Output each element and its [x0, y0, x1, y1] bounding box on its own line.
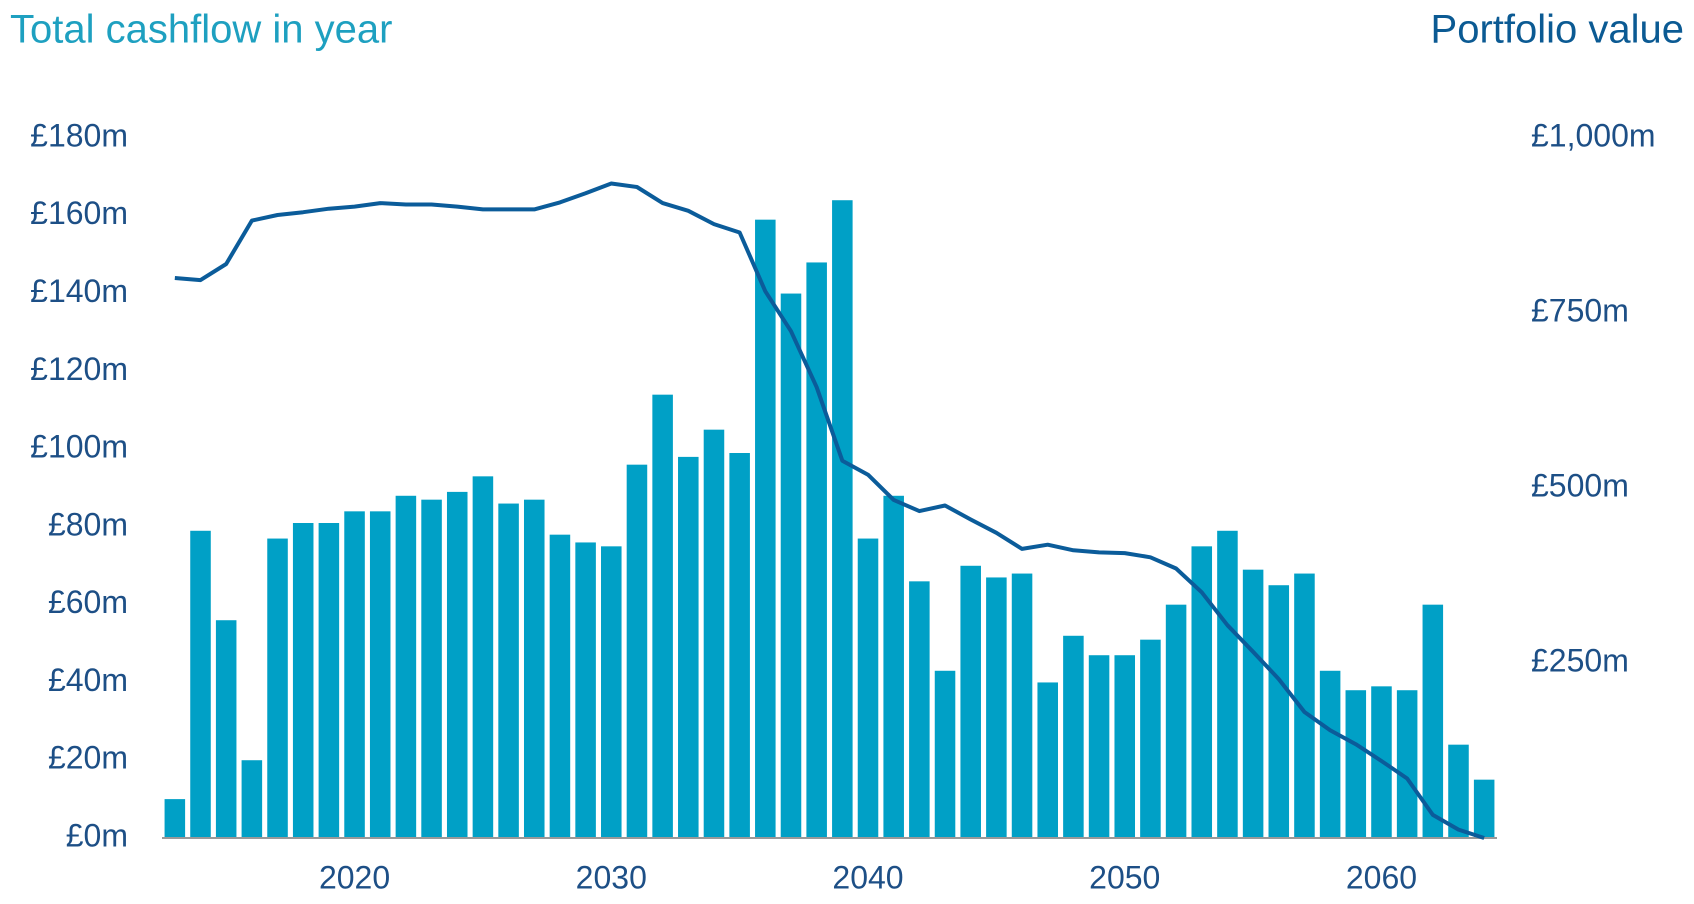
bar: [729, 453, 750, 838]
bar: [1191, 546, 1213, 838]
bar: [601, 546, 622, 838]
bar: [1345, 690, 1367, 838]
y2-tick-label: £750m: [1531, 292, 1629, 328]
y-tick-label: £0m: [66, 817, 128, 853]
bar: [472, 476, 494, 838]
bar: [857, 538, 879, 838]
y2-tick-label: £250m: [1531, 642, 1629, 678]
bar: [446, 491, 468, 838]
bar: [934, 670, 956, 838]
bar: [1165, 604, 1187, 838]
y-tick-label: £160m: [30, 195, 128, 231]
bar: [960, 565, 981, 838]
y-tick-label: £40m: [48, 662, 128, 698]
bar: [267, 538, 288, 838]
bar: [318, 523, 340, 838]
bar: [1242, 569, 1264, 838]
bar: [344, 511, 365, 838]
bar: [498, 503, 519, 838]
bar: [1319, 670, 1341, 838]
bar: [190, 530, 211, 838]
y2-tick-label: £500m: [1531, 467, 1629, 503]
bar: [986, 577, 1007, 838]
bar: [369, 511, 391, 838]
x-tick-label: 2030: [576, 859, 647, 895]
x-tick-label: 2050: [1089, 859, 1160, 895]
bar: [1063, 635, 1084, 838]
bar: [575, 542, 596, 838]
bar: [292, 523, 314, 838]
y-tick-label: £20m: [48, 740, 128, 776]
bar: [806, 262, 827, 838]
bar: [164, 799, 186, 838]
x-tick-label: 2020: [319, 859, 390, 895]
bar: [652, 394, 673, 838]
bar: [1448, 744, 1469, 838]
bar: [241, 760, 263, 838]
bar: [1217, 530, 1238, 838]
bar: [780, 293, 802, 838]
bar: [703, 429, 725, 838]
bar: [626, 464, 648, 838]
y-tick-label: £180m: [30, 117, 128, 153]
y2-tick-label: £1,000m: [1531, 117, 1656, 153]
y-tick-label: £80m: [48, 506, 128, 542]
bar: [909, 581, 930, 838]
y-tick-label: £100m: [30, 429, 128, 465]
left-title: Total cashflow in year: [10, 8, 392, 52]
line: [174, 181, 1485, 840]
bar: [1294, 573, 1315, 838]
bar: [215, 620, 237, 838]
bar: [523, 499, 545, 838]
bar: [549, 534, 571, 838]
bar: [395, 495, 417, 838]
x-tick-label: 2060: [1346, 859, 1417, 895]
bar: [1037, 682, 1058, 838]
y-tick-label: £60m: [48, 584, 128, 620]
bar: [1140, 639, 1161, 838]
bar: [755, 219, 776, 838]
bar: [1396, 690, 1418, 838]
bar: [883, 495, 904, 838]
bar: [678, 456, 699, 838]
bar: [832, 200, 853, 838]
x-tick-label: 2040: [832, 859, 903, 895]
bar: [1114, 655, 1136, 838]
bar: [1268, 585, 1290, 838]
bar: [1422, 604, 1444, 838]
right-title: Portfolio value: [1431, 8, 1684, 52]
y-tick-label: £140m: [30, 273, 128, 309]
bar: [1011, 573, 1033, 838]
bar: [1473, 779, 1495, 838]
bar: [1088, 655, 1110, 838]
y-tick-label: £120m: [30, 351, 128, 387]
bar: [421, 499, 442, 838]
